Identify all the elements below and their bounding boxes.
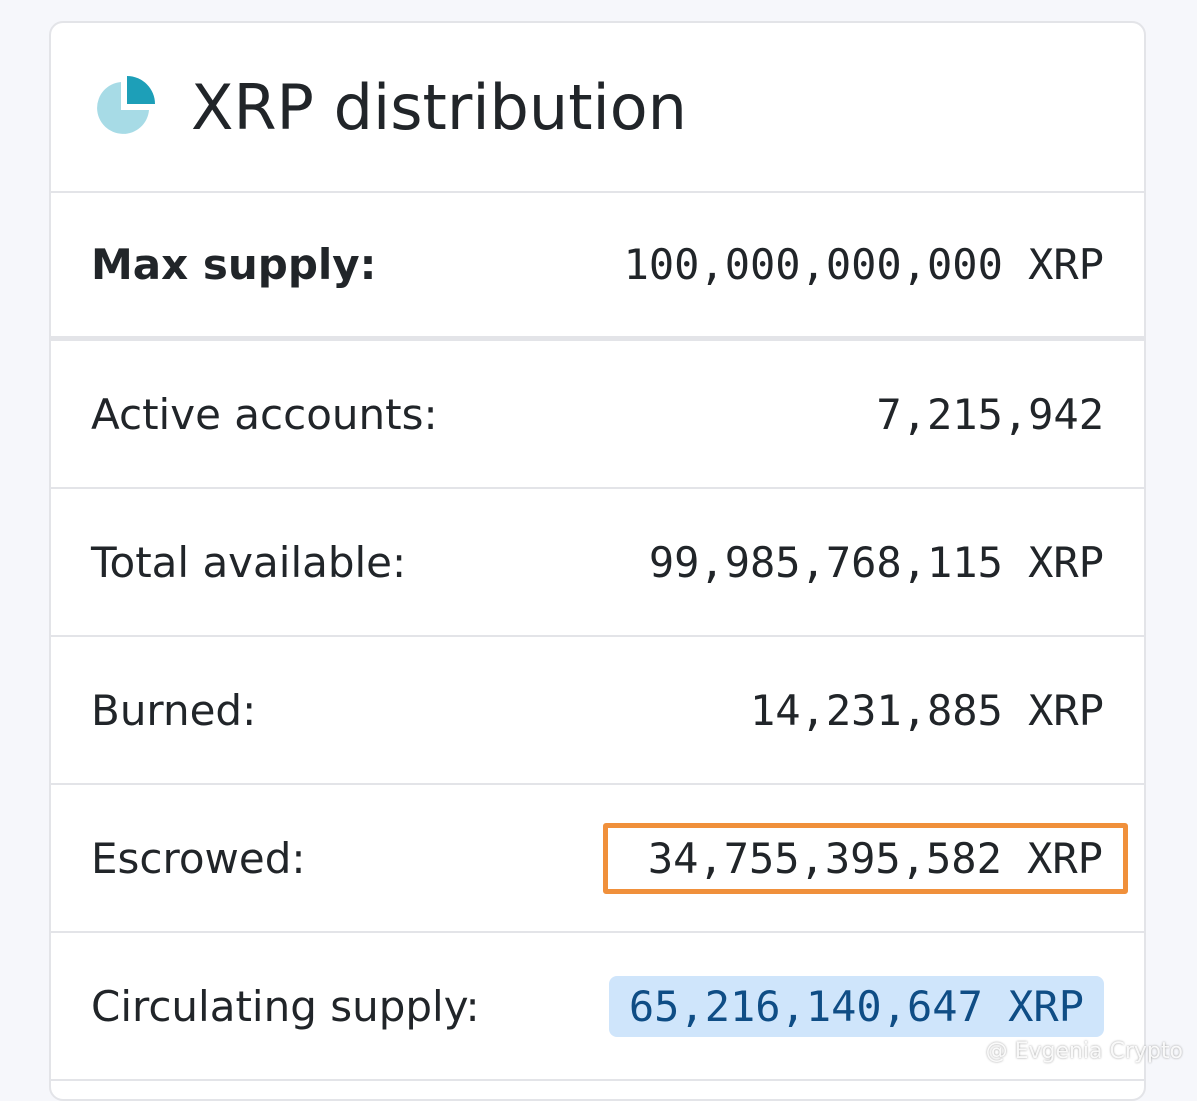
- title: XRP distribution: [191, 71, 687, 144]
- stat-label: Total available:: [91, 538, 406, 587]
- pie-icon: [91, 74, 157, 140]
- stat-value: 14,231,885 XRP: [750, 686, 1104, 735]
- stat-row: Max supply: 100,000,000,000 XRP: [51, 193, 1144, 341]
- distribution-card: XRP distribution Max supply: 100,000,000,…: [49, 21, 1146, 1101]
- stat-row: Total available: 99,985,768,115 XRP: [51, 489, 1144, 637]
- stat-row: Circulating supply: 65,216,140,647 XRP: [51, 933, 1144, 1081]
- stat-row: Burned: 14,231,885 XRP: [51, 637, 1144, 785]
- stat-label: Circulating supply:: [91, 982, 480, 1031]
- stat-value: 65,216,140,647 XRP: [609, 976, 1104, 1037]
- stat-value: 7,215,942: [876, 390, 1104, 439]
- watermark: @ Evgenia Crypto: [986, 1039, 1183, 1064]
- stat-label: Max supply:: [91, 240, 376, 289]
- page: XRP distribution Max supply: 100,000,000,…: [0, 0, 1197, 1074]
- rows: Max supply: 100,000,000,000 XRP Active acc…: [51, 193, 1144, 1081]
- card-header: XRP distribution: [51, 23, 1144, 193]
- stat-label: Active accounts:: [91, 390, 438, 439]
- stat-label: Escrowed:: [91, 834, 306, 883]
- stat-row: Escrowed: 34,755,395,582 XRP: [51, 785, 1144, 933]
- stat-value: 34,755,395,582 XRP: [603, 823, 1128, 894]
- stat-label: Burned:: [91, 686, 256, 735]
- stat-value: 100,000,000,000 XRP: [624, 240, 1104, 289]
- stat-value: 99,985,768,115 XRP: [649, 538, 1104, 587]
- stat-row: Active accounts: 7,215,942: [51, 341, 1144, 489]
